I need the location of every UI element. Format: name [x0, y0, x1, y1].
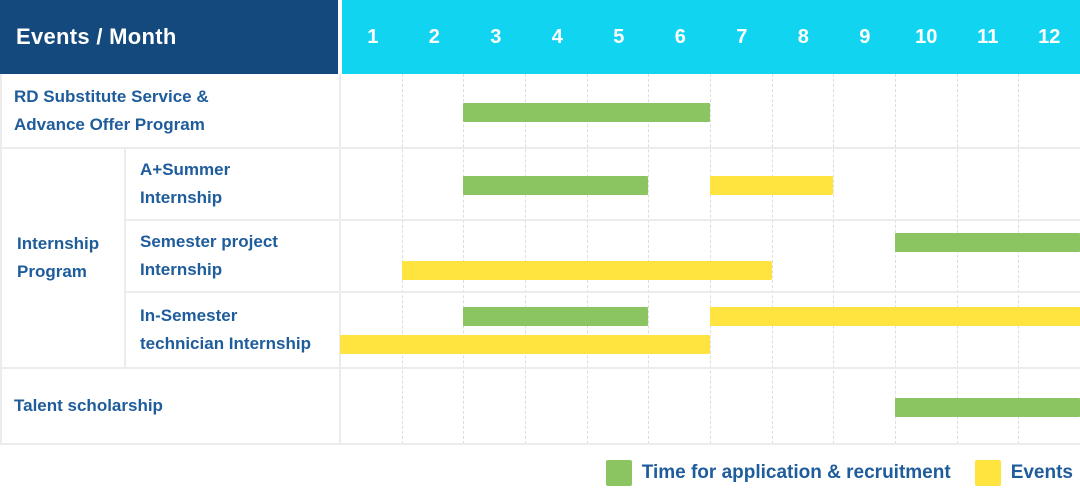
gantt-bar-application-green: [463, 103, 710, 122]
legend: Time for application & recruitment Event…: [480, 455, 1073, 491]
row-label-line: Advance Offer Program: [14, 115, 205, 134]
month-header-cell-10: 10: [915, 25, 938, 48]
column-divider-line: [124, 148, 126, 368]
column-divider-line: [339, 74, 341, 444]
month-header-cell-6: 6: [674, 25, 686, 48]
month-header-cell-3: 3: [490, 25, 502, 48]
row-label-line: RD Substitute Service &: [14, 87, 209, 106]
row-divider-line: [125, 219, 1080, 221]
month-header-cell-2: 2: [428, 25, 440, 48]
table-corner-header: Events / Month: [0, 0, 338, 74]
row-label-2: A+Summer Internship: [140, 148, 340, 220]
row-divider-line: [125, 291, 1080, 293]
gantt-bar-application-green: [463, 176, 649, 195]
month-grid-line: [648, 74, 650, 444]
month-header-cell-7: 7: [736, 25, 748, 48]
gantt-bar-application-green: [463, 307, 649, 326]
month-grid-line: [401, 74, 403, 444]
month-grid-line: [1018, 74, 1020, 444]
row-label-line: Internship: [140, 188, 223, 207]
gantt-bar-event-yellow: [710, 307, 1080, 326]
gantt-bar-application-green: [895, 233, 1080, 252]
group-label-internship-program: Internship Program: [17, 148, 125, 368]
month-header-cell-12: 12: [1038, 25, 1061, 48]
gantt-bar-event-yellow: [710, 176, 834, 195]
month-header-cell-11: 11: [977, 25, 999, 48]
month-header-row: 1 2 3 4 5 6 7 8 9 10 11 12: [342, 0, 1080, 74]
row-label-line: technician Internship: [140, 334, 311, 353]
month-grid-line: [463, 74, 465, 444]
legend-item-application: Time for application & recruitment: [605, 460, 951, 486]
month-grid-line: [525, 74, 526, 444]
month-header-cell-1: 1: [367, 25, 379, 48]
row-label-line: Internship: [140, 260, 223, 279]
gantt-bar-application-green: [895, 398, 1080, 417]
header-title: Events / Month: [16, 24, 177, 49]
gantt-bar-event-yellow: [401, 261, 772, 280]
legend-swatch-yellow: [974, 460, 1001, 486]
column-divider-line: [0, 74, 2, 444]
row-label-line: In-Semester: [140, 306, 238, 325]
month-grid-line: [771, 74, 773, 444]
legend-label-application: Time for application & recruitment: [641, 462, 951, 483]
month-header-cell-5: 5: [613, 25, 625, 48]
row-label-5: Talent scholarship: [14, 368, 340, 444]
month-header-cell-9: 9: [859, 25, 871, 48]
legend-swatch-green: [605, 460, 632, 486]
month-grid-line: [586, 74, 588, 444]
row-label-line: Talent scholarship: [14, 396, 163, 415]
row-label-4: In-Semester technician Internship: [140, 292, 340, 368]
row-label-line: A+Summer: [140, 160, 231, 179]
month-grid-line: [710, 74, 711, 444]
legend-label-events: Events: [1010, 462, 1073, 483]
month-header-cell-4: 4: [551, 25, 563, 48]
row-label-1: RD Substitute Service & Advance Offer Pro…: [14, 74, 340, 148]
month-grid-line: [833, 74, 835, 444]
row-label-3: Semester project Internship: [140, 220, 340, 292]
row-divider-line: [0, 367, 1080, 369]
month-grid-line: [956, 74, 958, 444]
group-label-line: Internship: [17, 234, 100, 253]
gantt-bar-event-yellow: [340, 335, 710, 354]
month-grid-line: [895, 74, 896, 444]
row-divider-line: [0, 147, 1080, 149]
legend-item-events: Events: [974, 460, 1073, 486]
row-label-line: Semester project: [140, 232, 278, 251]
row-divider-line: [0, 443, 1080, 445]
group-label-line: Program: [17, 262, 87, 281]
month-header-cell-8: 8: [797, 25, 809, 48]
